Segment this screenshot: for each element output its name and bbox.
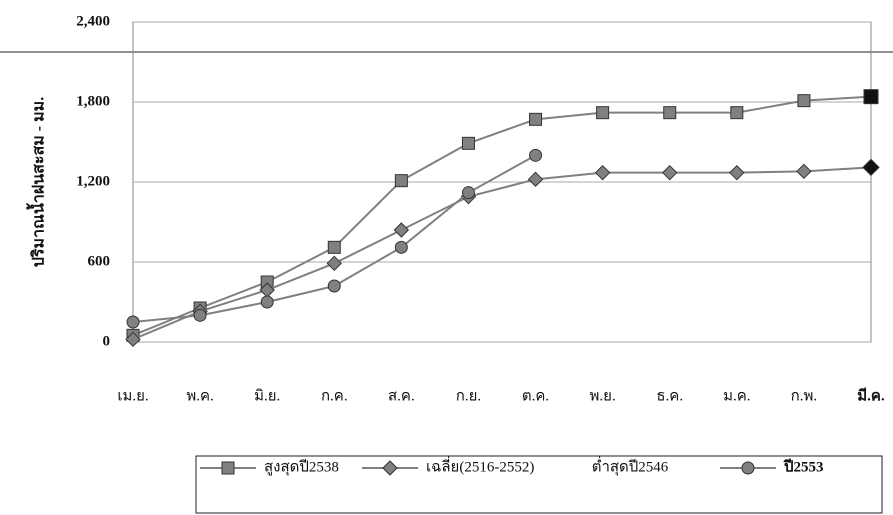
x-tick-label: ก.ค. bbox=[321, 388, 348, 404]
y-tick-label: 0 bbox=[103, 333, 111, 349]
x-tick-label: ม.ค. bbox=[723, 388, 750, 404]
data-point bbox=[127, 316, 139, 328]
data-point bbox=[462, 187, 474, 199]
data-point bbox=[530, 113, 542, 125]
data-point bbox=[798, 95, 810, 107]
data-point bbox=[395, 241, 407, 253]
x-tick-label: มี.ค. bbox=[857, 387, 885, 404]
x-tick-label: ก.พ. bbox=[791, 388, 817, 404]
series-line bbox=[133, 97, 871, 336]
series-line bbox=[133, 155, 536, 322]
chart: ปริมาณน้ำฝนสะสม - มม. 0 600 1,200 1,800 2,40… bbox=[0, 0, 893, 515]
x-tick-label: มิ.ย. bbox=[254, 387, 280, 404]
data-point bbox=[529, 172, 543, 186]
x-tick-label: พ.ค. bbox=[186, 388, 213, 404]
x-tick-label: เม.ย. bbox=[117, 388, 148, 404]
data-point bbox=[864, 90, 878, 104]
legend-marker bbox=[742, 462, 754, 474]
data-point bbox=[395, 175, 407, 187]
data-point bbox=[328, 280, 340, 292]
y-axis-title: ปริมาณน้ำฝนสะสม - มม. bbox=[26, 97, 48, 267]
data-point bbox=[394, 223, 408, 237]
data-point bbox=[863, 159, 879, 175]
legend-label: ปี2553 bbox=[783, 458, 823, 475]
data-point bbox=[663, 166, 677, 180]
x-tick-label: ต.ค. bbox=[522, 388, 549, 404]
data-point bbox=[664, 107, 676, 119]
data-point bbox=[462, 137, 474, 149]
x-tick-label: ก.ย. bbox=[456, 388, 481, 404]
data-point bbox=[731, 107, 743, 119]
y-tick-label: 1,800 bbox=[76, 93, 110, 109]
data-point bbox=[797, 164, 811, 178]
data-point bbox=[596, 166, 610, 180]
data-point bbox=[530, 149, 542, 161]
data-point bbox=[730, 166, 744, 180]
legend-label: ต่ำสุดปี2546 bbox=[592, 455, 669, 476]
x-tick-label: ส.ค. bbox=[388, 388, 415, 404]
x-tick-label: ธ.ค. bbox=[656, 388, 683, 404]
y-tick-label: 2,400 bbox=[76, 13, 110, 29]
data-point bbox=[261, 296, 273, 308]
y-tick-label: 600 bbox=[88, 253, 111, 269]
series-line bbox=[133, 167, 871, 339]
data-point bbox=[327, 256, 341, 270]
legend-label: สูงสุดปี2538 bbox=[264, 458, 339, 476]
y-tick-label: 1,200 bbox=[76, 173, 110, 189]
data-point bbox=[328, 241, 340, 253]
data-point bbox=[194, 309, 206, 321]
x-tick-label: พ.ย. bbox=[590, 388, 616, 404]
data-point bbox=[597, 107, 609, 119]
legend-marker bbox=[222, 462, 234, 474]
